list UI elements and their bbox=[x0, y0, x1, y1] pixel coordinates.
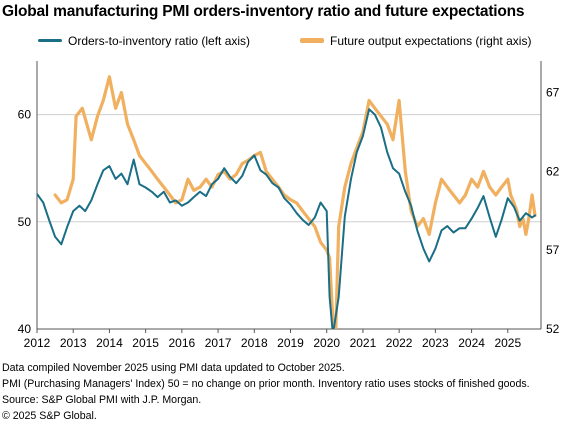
x-tick-label-2024: 2024 bbox=[458, 336, 485, 350]
x-tick-label-2019: 2019 bbox=[277, 336, 304, 350]
right-tick-label-52: 52 bbox=[546, 322, 560, 336]
x-tick-label-2021: 2021 bbox=[350, 336, 377, 350]
chart-svg: 40 50 60 52 57 62 67 2012 2013 2014 2015 2016 2017 20… bbox=[18, 61, 560, 350]
right-tick-label-62: 62 bbox=[546, 164, 560, 178]
x-tick-label-2018: 2018 bbox=[241, 336, 268, 350]
x-tick-label-2016: 2016 bbox=[169, 336, 196, 350]
footnote-source: Source: S&P Global PMI with J.P. Morgan. bbox=[2, 394, 202, 406]
left-tick-label-50: 50 bbox=[18, 215, 32, 229]
x-tick-label-2025: 2025 bbox=[494, 336, 521, 350]
x-tick-label-2014: 2014 bbox=[96, 336, 123, 350]
left-tick-label-40: 40 bbox=[18, 322, 32, 336]
chart-title: Global manufacturing PMI orders-inventor… bbox=[2, 3, 525, 20]
series-line-orders-inventory bbox=[37, 108, 536, 329]
x-tick-label-2020: 2020 bbox=[313, 336, 340, 350]
legend-swatch-orders-inventory bbox=[38, 39, 62, 43]
legend-label-orders-inventory: Orders-to-inventory ratio (left axis) bbox=[68, 33, 251, 48]
legend-item-future-output: Future output expectations (right axis) bbox=[300, 33, 531, 49]
footnotes: Data compiled November 2025 using PMI da… bbox=[2, 360, 530, 424]
legend-swatch-future-output bbox=[300, 38, 324, 44]
legend-item-orders-inventory: Orders-to-inventory ratio (left axis) bbox=[38, 33, 250, 49]
footnote-pmi-definition: PMI (Purchasing Managers' Index) 50 = no… bbox=[2, 378, 530, 390]
left-tick-label-60: 60 bbox=[18, 108, 32, 122]
x-tick-label-2012: 2012 bbox=[24, 336, 51, 350]
x-tick-label-2023: 2023 bbox=[422, 336, 449, 350]
x-tick-label-2017: 2017 bbox=[205, 336, 232, 350]
x-tick-label-2022: 2022 bbox=[386, 336, 413, 350]
series-line-future-output bbox=[53, 75, 537, 329]
footnote-copyright: © 2025 S&P Global. bbox=[2, 410, 97, 422]
x-tick-label-2015: 2015 bbox=[132, 336, 159, 350]
right-tick-label-67: 67 bbox=[546, 86, 560, 100]
right-tick-label-57: 57 bbox=[546, 243, 560, 257]
x-tick-label-2013: 2013 bbox=[60, 336, 87, 350]
legend-label-future-output: Future output expectations (right axis) bbox=[330, 33, 532, 48]
footnote-compiled: Data compiled November 2025 using PMI da… bbox=[2, 362, 345, 374]
